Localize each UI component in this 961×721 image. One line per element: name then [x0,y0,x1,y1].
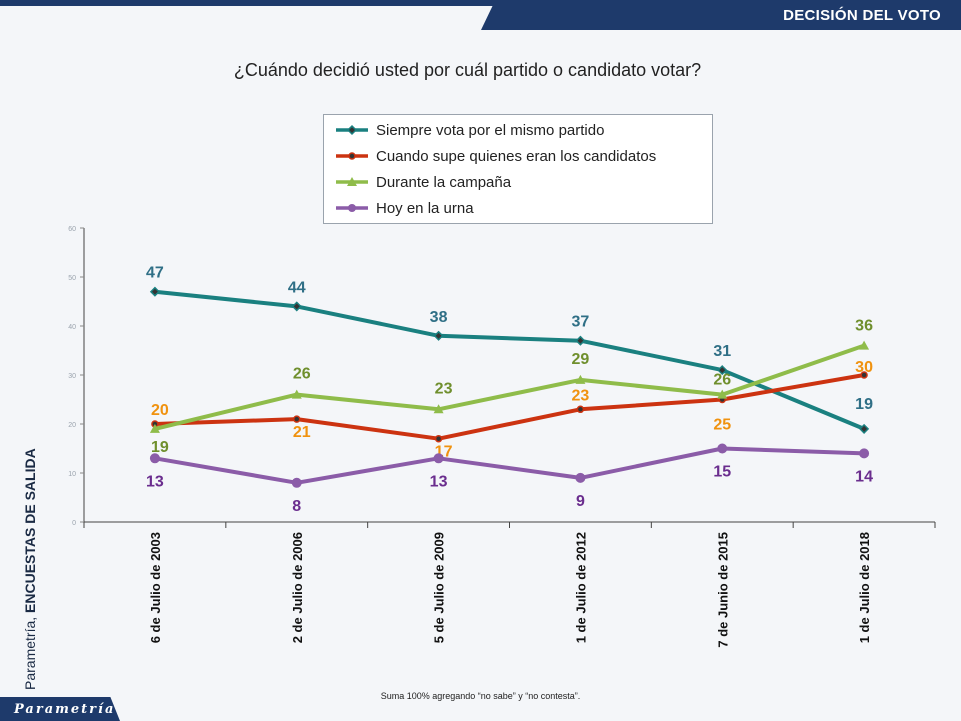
data-label: 14 [855,468,873,485]
data-point [575,472,586,483]
data-point [291,477,302,488]
data-point [433,404,444,414]
data-label: 29 [572,351,590,368]
data-point [717,389,728,399]
data-point [860,371,868,379]
legend-label: Durante la campaña [376,173,512,191]
data-point [859,340,870,350]
source-prefix: Parametría, [22,612,38,690]
data-label: 15 [713,464,731,481]
data-point [575,374,586,384]
data-label: 8 [292,498,301,515]
source-label: Parametría, ENCUESTAS DE SALIDA [22,448,42,690]
chart-legend: Siempre vota por el mismo partido Cuando… [323,114,713,224]
data-label: 20 [151,402,169,419]
data-point [291,301,302,312]
data-point [348,152,356,160]
data-label: 13 [430,473,448,490]
data-point [859,448,870,459]
y-tick-label: 50 [68,275,76,282]
legend-label: Cuando supe quienes eran los candidatos [376,147,657,165]
section-tab: DECISIÓN DEL VOTO [481,0,961,30]
data-point [347,177,357,186]
data-point [149,453,160,464]
data-point [859,423,870,434]
data-label: 26 [293,366,311,383]
data-label: 31 [713,343,731,360]
footnote: Suma 100% agregando “no sabe” y “no cont… [380,691,581,701]
y-tick-label: 20 [68,422,76,429]
data-point [717,443,728,454]
data-label: 36 [855,318,873,335]
data-point [293,415,301,423]
chart-title: ¿Cuándo decidió usted por cuál partido o… [233,60,702,80]
data-label: 9 [576,493,585,510]
section-title: DECISIÓN DEL VOTO [783,6,941,24]
y-tick-label: 10 [68,471,76,478]
data-point [433,330,444,341]
data-label: 47 [146,265,164,282]
legend-item: Cuando supe quienes eran los candidatos [334,143,712,169]
x-tick-label: 5 de Julio de 2009 [432,532,447,643]
data-point [348,204,356,212]
brand-logo: Parametría [0,697,120,721]
data-point [717,365,728,376]
data-label: 13 [146,473,164,490]
legend-item: Hoy en la urna [334,195,712,221]
legend-swatch-2 [336,177,368,186]
y-tick-label: 30 [68,373,76,380]
brand-name: Parametría [14,701,116,717]
data-point [575,335,586,346]
legend-label: Siempre vota por el mismo partido [376,121,605,139]
data-label: 19 [855,396,873,413]
legend-label: Hoy en la urna [376,199,474,217]
x-tick-label: 2 de Julio de 2006 [290,532,305,643]
y-tick-label: 0 [72,520,76,527]
data-label: 23 [435,380,453,397]
y-tick-label: 60 [68,226,76,233]
data-label: 21 [293,424,311,441]
source-strong: ENCUESTAS DE SALIDA [22,448,38,613]
data-point [576,405,585,414]
x-tick-label: 1 de Julio de 2018 [857,532,872,643]
series-line [154,343,865,431]
data-point [433,453,444,464]
legend-swatch-1 [336,152,368,160]
data-point [149,286,160,297]
data-point [346,124,358,136]
data-label: 44 [288,279,306,296]
data-label: 30 [855,359,873,376]
x-tick-label: 7 de Junio de 2015 [715,532,730,648]
x-tick-label: 1 de Julio de 2012 [573,532,588,643]
legend-swatch-3 [336,204,368,212]
series-line [154,446,865,485]
x-tick-label: 6 de Julio de 2003 [148,532,163,643]
data-point [149,423,160,433]
legend-item: Siempre vota por el mismo partido [334,117,712,143]
data-label: 25 [713,417,731,434]
series-line [154,373,865,441]
data-label: 38 [430,309,448,326]
data-label: 37 [572,314,590,331]
series-line [154,289,865,431]
data-label: 26 [713,372,731,389]
data-label: 23 [572,387,590,404]
data-point [434,434,443,443]
legend-item: Durante la campaña [334,169,712,195]
y-tick-label: 40 [68,324,76,331]
legend-swatch-0 [336,124,368,136]
data-point [291,389,302,399]
top-bar [0,0,961,6]
data-label: 19 [151,439,169,456]
